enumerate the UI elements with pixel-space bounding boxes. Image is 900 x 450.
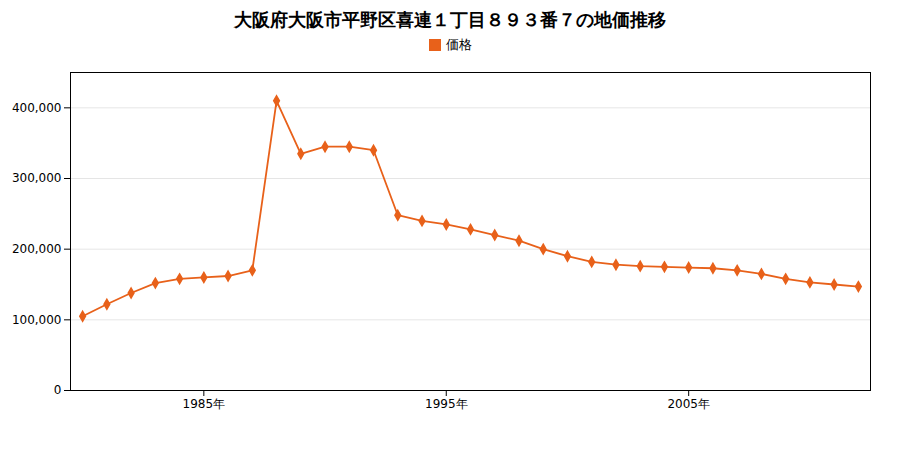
svg-text:1995年: 1995年 <box>425 397 468 411</box>
svg-text:100,000: 100,000 <box>12 313 62 327</box>
svg-text:0: 0 <box>54 383 62 397</box>
svg-text:200,000: 200,000 <box>12 242 62 256</box>
svg-text:2005年: 2005年 <box>667 397 710 411</box>
html-text:価格: 価格 <box>445 37 472 52</box>
svg-text:300,000: 300,000 <box>12 171 62 185</box>
svg-text:1985年: 1985年 <box>183 397 226 411</box>
html-text:大阪府大阪市平野区喜連１丁目８９３番７の地価推移: 大阪府大阪市平野区喜連１丁目８９３番７の地価推移 <box>234 9 666 30</box>
svg-text:400,000: 400,000 <box>12 101 62 115</box>
